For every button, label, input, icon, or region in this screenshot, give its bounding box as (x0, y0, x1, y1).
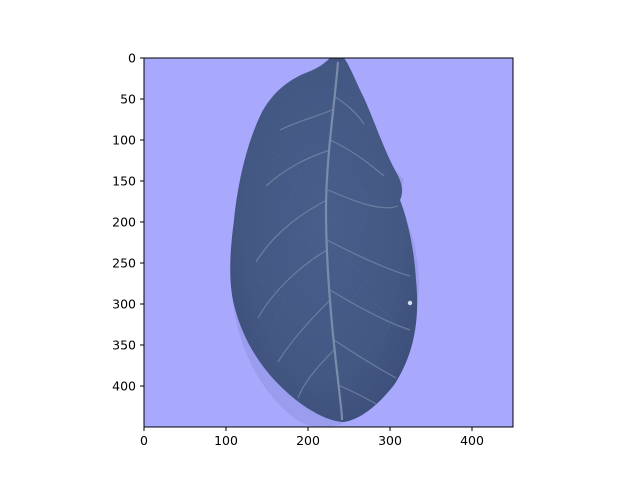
y-tick-label: 150 (112, 174, 136, 189)
x-axis: 0 100 200 300 400 (140, 427, 484, 448)
y-tick-label: 100 (112, 133, 136, 148)
x-tick-label: 200 (296, 433, 320, 448)
leaf (230, 58, 418, 422)
y-tick-label: 250 (112, 256, 136, 271)
y-tick-label: 0 (128, 51, 136, 66)
leaf-veins (255, 95, 411, 405)
y-tick-label: 50 (120, 92, 136, 107)
y-tick-label: 200 (112, 215, 136, 230)
x-tick-label: 400 (460, 433, 484, 448)
leaf-texture (259, 149, 393, 347)
x-tick-label: 300 (378, 433, 402, 448)
y-tick-label: 350 (112, 338, 136, 353)
y-tick-label: 300 (112, 297, 136, 312)
y-axis: 0 50 100 150 200 250 300 350 400 (112, 51, 144, 394)
axes-frame (143, 57, 514, 428)
x-tick-label: 100 (214, 433, 238, 448)
leaf-image (144, 58, 513, 427)
y-tick-label: 400 (112, 379, 136, 394)
leaf-midrib (324, 61, 344, 421)
x-tick-label: 0 (140, 433, 148, 448)
leaf-spot (407, 300, 413, 306)
